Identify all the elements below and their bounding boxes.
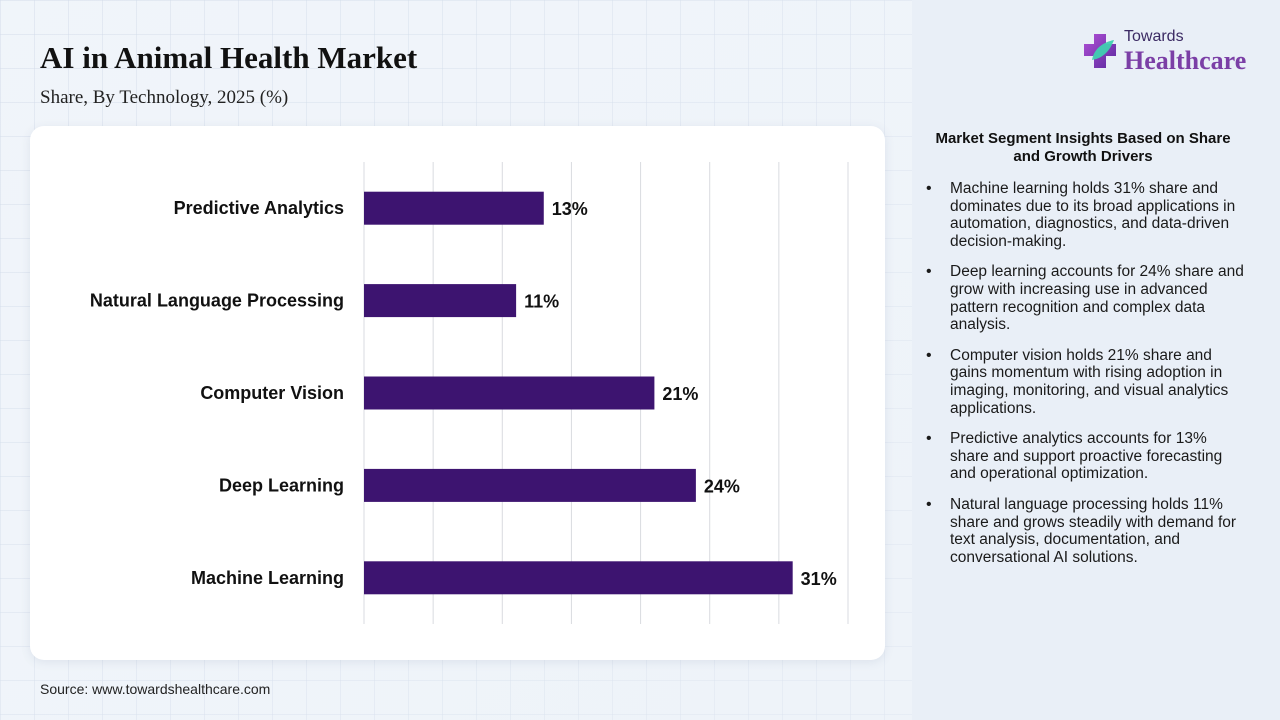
insight-item: Predictive analytics accounts for 13% sh… [926,430,1246,483]
insights-list: Machine learning holds 31% share and dom… [926,180,1246,579]
chart-card: Predictive Analytics 13% Natural Language … [30,126,885,660]
plus-leaf-icon [1084,34,1116,68]
value-label: 11% [524,292,559,312]
page-title: AI in Animal Health Market [40,40,418,75]
logo-text-top: Towards [1124,28,1184,45]
page-subtitle: Share, By Technology, 2025 (%) [40,87,289,108]
insight-item: Deep learning accounts for 24% share and… [926,263,1246,333]
insights-title: Market Segment Insights Based on Share a… [935,130,1231,165]
value-label: 13% [552,199,588,219]
category-label: Natural Language Processing [90,291,344,311]
logo-text-bottom: Healthcare [1124,46,1247,75]
bar [364,376,655,410]
value-label: 21% [662,384,698,404]
insight-item: Machine learning holds 31% share and dom… [926,180,1246,250]
value-label: 24% [704,476,740,496]
category-label: Deep Learning [219,475,344,495]
bar-chart: Predictive Analytics 13% Natural Language … [90,162,849,624]
category-label: Machine Learning [191,568,344,588]
category-label: Computer Vision [200,383,344,403]
bar [364,468,696,502]
bar [364,284,517,318]
brand-logo: Towards Healthcare [1080,28,1260,80]
insight-item: Natural language processing holds 11% sh… [926,496,1246,566]
bar [364,191,544,225]
bar [364,561,793,595]
value-label: 31% [801,569,837,589]
category-label: Predictive Analytics [174,198,344,218]
insight-item: Computer vision holds 21% share and gain… [926,347,1246,417]
source-note: Source: www.towardshealthcare.com [40,681,271,697]
